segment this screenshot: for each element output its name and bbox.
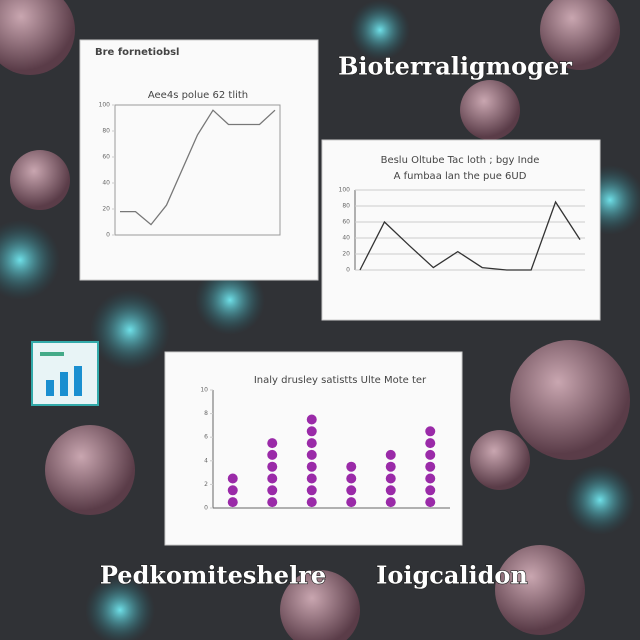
caption: Ioigcalidon: [376, 561, 528, 590]
line: [359, 200, 581, 271]
y-tick-label: 40: [102, 180, 110, 187]
dot: [267, 449, 278, 460]
y-tick-label: 4: [204, 457, 208, 464]
dot: [267, 497, 278, 508]
bar: [385, 449, 396, 508]
dot: [425, 426, 436, 437]
y-tick-label: 60: [342, 219, 350, 226]
y-tick-label: 40: [342, 235, 350, 242]
bar: [346, 461, 357, 508]
dot: [425, 449, 436, 460]
line: [120, 109, 276, 226]
dot: [385, 473, 396, 484]
y-tick-label: 100: [99, 102, 111, 109]
dot: [306, 461, 317, 472]
y-tick-label: 2: [204, 481, 208, 488]
dot: [267, 473, 278, 484]
y-tick-label: 80: [342, 203, 350, 210]
dot: [306, 426, 317, 437]
bar: [227, 473, 238, 508]
dot: [306, 485, 317, 496]
dot: [267, 461, 278, 472]
panel: [164, 351, 463, 546]
dot: [385, 449, 396, 460]
dot: [425, 497, 436, 508]
dot: [267, 438, 278, 449]
bar: [306, 414, 317, 508]
panel: [79, 39, 319, 281]
dot: [385, 497, 396, 508]
dot: [425, 473, 436, 484]
y-tick-label: 20: [342, 251, 350, 258]
dot: [425, 485, 436, 496]
y-tick-label: 100: [339, 187, 351, 194]
bar: [267, 438, 278, 508]
bar: [425, 426, 436, 508]
dot: [306, 473, 317, 484]
dot: [306, 414, 317, 425]
panel: [321, 139, 601, 321]
dot: [385, 461, 396, 472]
dot: [425, 438, 436, 449]
dot: [227, 485, 238, 496]
chart-subtitle: A fumbaa lan the pue 6UD: [394, 171, 527, 182]
chart-title: Beslu Oltube Tac loth ; bgy Inde: [381, 155, 540, 166]
y-tick-label: 8: [204, 410, 208, 417]
y-tick-label: 10: [200, 387, 208, 394]
dot: [346, 473, 357, 484]
y-tick-label: 20: [102, 206, 110, 213]
y-tick-label: 6: [204, 434, 208, 441]
dot: [346, 497, 357, 508]
dot: [306, 438, 317, 449]
y-tick-label: 60: [102, 154, 110, 161]
plot-frame: [114, 104, 281, 236]
chart-title: Inaly drusley satistts Ulte Mote ter: [254, 375, 427, 386]
dot: [227, 497, 238, 508]
dot: [267, 485, 278, 496]
dot: [227, 473, 238, 484]
y-tick-label: 80: [102, 128, 110, 135]
y-tick-label: 0: [204, 505, 208, 512]
y-tick-label: 0: [106, 232, 110, 239]
y-tick-label: 0: [346, 267, 350, 274]
icon: [31, 341, 99, 406]
chart-header: Bre fornetiobsl: [95, 47, 180, 58]
dot: [385, 485, 396, 496]
dot: [346, 485, 357, 496]
dot: [306, 449, 317, 460]
dot: [306, 497, 317, 508]
dot: [346, 461, 357, 472]
caption: Bioterraligmoger: [338, 52, 572, 81]
dot: [425, 461, 436, 472]
chart-title: Aee4s polue 62 tlith: [148, 90, 248, 101]
caption: Pedkomiteshelre: [100, 561, 326, 590]
